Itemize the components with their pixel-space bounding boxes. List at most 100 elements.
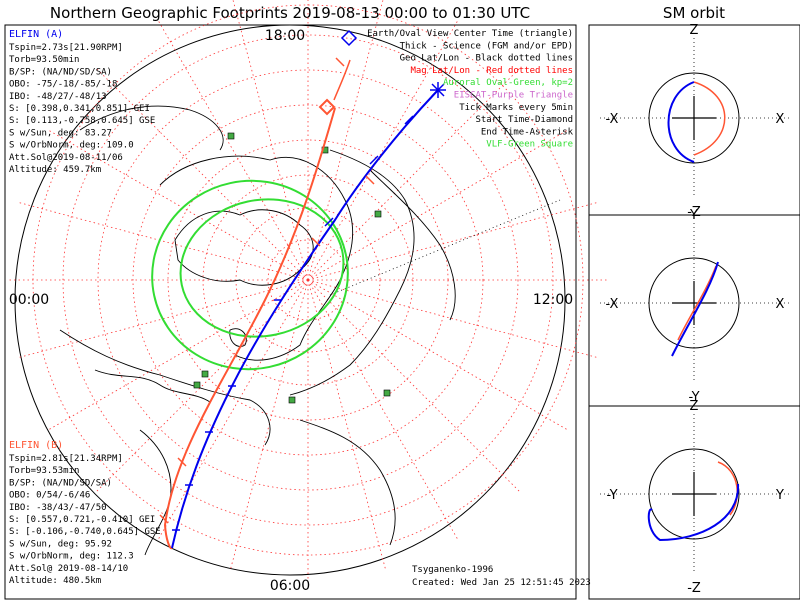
mag-lon-line [47, 279, 309, 431]
orbit-label-bottom: -Y [688, 390, 699, 405]
orbit-label-bottom: -Z [687, 581, 701, 596]
legend-item: Auroral Oval-Green, kp=2 [443, 78, 573, 88]
mag-lat-circle [62, 34, 554, 526]
info-line: OBO: -75/-18/-85/-18 [9, 80, 117, 90]
vlf-square [201, 370, 209, 378]
mag-lon-line [157, 19, 309, 281]
info-line: Torb=93.50min [9, 55, 79, 65]
info-line: S: [-0.106,-0.740,0.645] GSE [9, 527, 161, 537]
orbit-label-top: Z [690, 399, 699, 414]
orbit-label-bottom: -Z [687, 205, 701, 220]
elfin-a-track [171, 89, 439, 549]
info-line: S w/OrbNorm, deg: 112.3 [9, 552, 134, 562]
globe-outline [14, 24, 566, 576]
mag-lon-line [307, 279, 521, 493]
coastline-island [229, 328, 247, 347]
time-label-right: 12:00 [533, 292, 573, 308]
elfin-b-track [163, 107, 336, 550]
info-line: S w/Sun, deg: 83.27 [9, 128, 112, 138]
earth-circle [648, 72, 740, 164]
earth-circle [648, 257, 740, 349]
mag-lon-line [157, 279, 309, 541]
info-line: Att.Sol@2019-08-11/06 [9, 153, 123, 163]
info-line: B/SP: (NA/ND/SD/SA) [9, 67, 112, 77]
mag-lon-line [307, 129, 569, 281]
time-label-top: 18:00 [265, 28, 305, 44]
legend-item: Mag Lat/Lon - Red dotted lines [410, 66, 573, 76]
vlf-square [288, 396, 296, 404]
elfin-b-start-diamond [318, 98, 336, 116]
mag-lat-circle [97, 69, 519, 491]
orbit-panel: Z -Z -X X [600, 23, 790, 220]
info-line: Att.Sol@ 2019-08-14/10 [9, 564, 128, 574]
info-line: S w/Sun, deg: 95.92 [9, 539, 112, 549]
info-line: S: [0.113,-0.758,0.645] GSE [9, 116, 155, 126]
legend-item: EISCAT-Purple Triangle [454, 91, 573, 101]
elfin-b-name: ELFIN (B) [9, 440, 63, 451]
start-diamond [318, 98, 336, 116]
elfin-a-start-diamond [340, 29, 358, 47]
orbit-label-top: Y [689, 208, 698, 223]
orbit-panel: Z -Z -Y Y [600, 399, 790, 596]
info-line: Tspin=2.81s[21.34RPM] [9, 454, 123, 464]
polar-map: 18:00 00:00 12:00 06:00 [8, 0, 608, 594]
plot-title: Northern Geographic Footprints 2019-08-1… [50, 4, 530, 22]
orbit-label-left: -X [606, 112, 619, 127]
orbit-elfin-b [693, 81, 726, 156]
coastline-asia-north [94, 369, 211, 403]
orbit-label-left: -Y [606, 488, 617, 503]
orbit-panel: Y -Y -X X [600, 208, 790, 405]
vlf-square [374, 210, 382, 218]
orbit-title: SM orbit [663, 4, 725, 22]
elfin-b-ticks [159, 57, 375, 524]
mag-lon-line [307, 201, 598, 281]
info-line: Torb=93.53min [9, 466, 79, 476]
time-label-left: 00:00 [9, 292, 49, 308]
coastline-asia [59, 329, 271, 446]
coastline-africa [299, 419, 396, 546]
info-line: Tspin=2.73s[21.90RPM] [9, 43, 123, 53]
orbit-label-right: X [776, 297, 785, 312]
credit-author: Tsyganenko-1996 [412, 565, 493, 575]
elfin-a-lines: Tspin=2.73s[21.90RPM] Torb=93.50min B/SP: … [9, 43, 155, 175]
elfin-b-track-segment [333, 59, 351, 101]
auroral-oval-outer [151, 179, 349, 371]
earth-circle [648, 448, 740, 540]
info-line: Altitude: 459.7km [9, 165, 101, 175]
coastline-scandinavia [369, 169, 456, 321]
legend-item: Earth/Oval View Center Time (triangle) [367, 29, 573, 39]
coastline-siberia [79, 105, 224, 151]
elfin-b-lines: Tspin=2.81s[21.34RPM] Torb=93.53min B/SP: … [9, 454, 161, 586]
info-line: IBO: -48/27/-48/13 [9, 92, 107, 102]
legend-item: Geo Lat/Lon - Black dotted lines [400, 54, 573, 64]
elfin-a-end-asterisk [430, 82, 446, 98]
mag-lon-line [307, 279, 598, 359]
coastlines [59, 105, 456, 556]
coastline-greenland-arctic [174, 209, 314, 286]
auroral-oval-inner [179, 198, 345, 338]
mag-lon-line [307, 279, 569, 431]
legend-item: End Time-Asterisk [481, 127, 574, 137]
mag-lon-line [307, 279, 387, 570]
legend-item: Tick Marks every 5min [459, 103, 573, 113]
mag-lon-line [47, 129, 309, 281]
info-line: S w/OrbNorm, deg: 109.0 [9, 141, 134, 151]
coastline-north-america [159, 155, 354, 361]
orbit-elfin-a [647, 483, 740, 542]
orbit-label-right: X [776, 112, 785, 127]
info-line: B/SP: (NA/ND/SD/SA) [9, 478, 112, 488]
orbit-label-left: -X [606, 297, 619, 312]
orbit-label-top: Z [690, 23, 699, 38]
info-line: Altitude: 480.5km [9, 576, 101, 586]
orbit-label-right: Y [775, 488, 784, 503]
info-line: IBO: -38/43/-47/50 [9, 503, 107, 513]
elfin-a-name: ELFIN (A) [9, 29, 63, 40]
mag-lon-line [307, 19, 459, 281]
mag-lon-line [307, 0, 384, 281]
vlf-square [383, 389, 391, 397]
legend: Earth/Oval View Center Time (triangle) Th… [367, 29, 573, 150]
legend-item: VLF-Green Square [486, 140, 573, 150]
vlf-square [227, 132, 235, 140]
elfin-a-info: ELFIN (A) Tspin=2.73s[21.90RPM] Torb=93.5… [9, 29, 155, 175]
